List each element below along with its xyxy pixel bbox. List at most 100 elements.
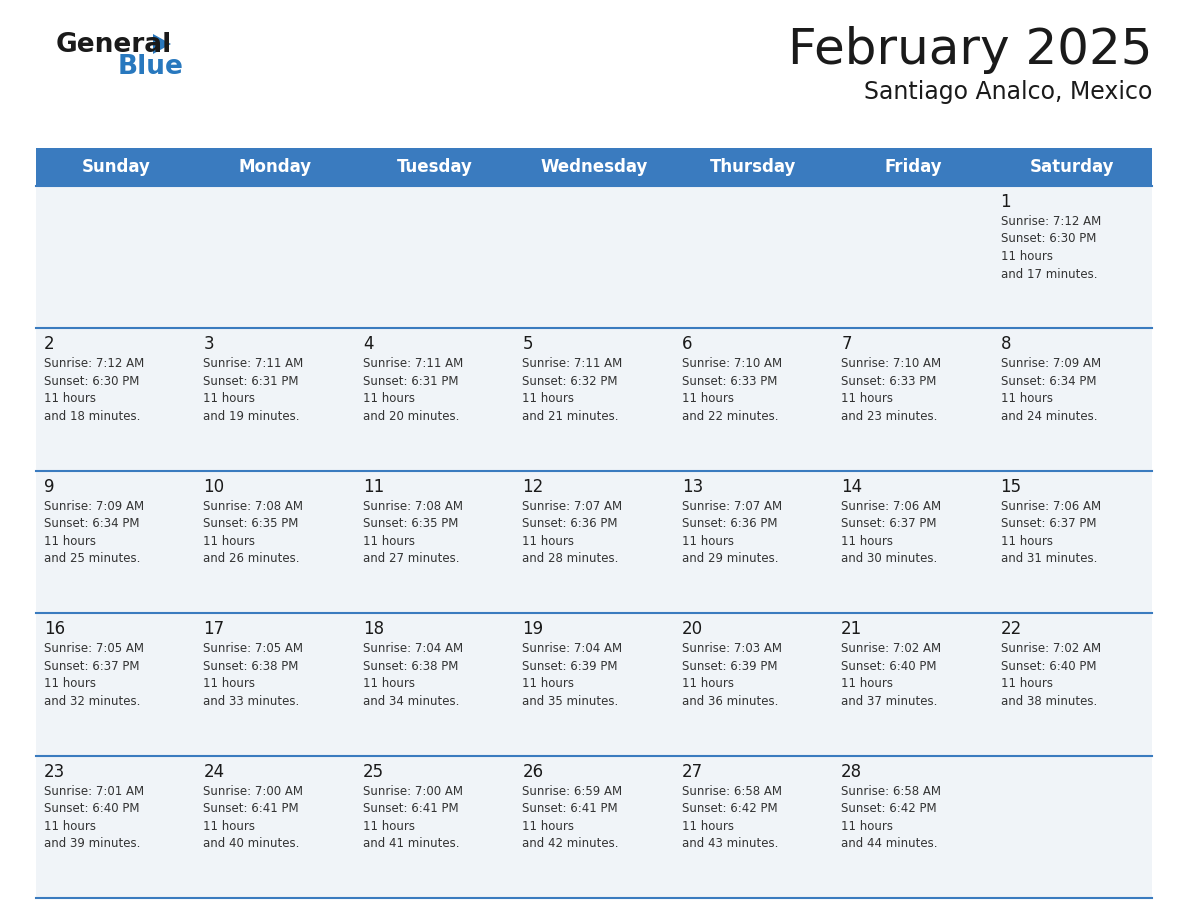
Text: Sunset: 6:38 PM: Sunset: 6:38 PM	[203, 660, 299, 673]
Text: 15: 15	[1000, 477, 1022, 496]
Text: 11 hours: 11 hours	[44, 535, 96, 548]
Text: Sunrise: 7:00 AM: Sunrise: 7:00 AM	[203, 785, 303, 798]
Text: and 25 minutes.: and 25 minutes.	[44, 553, 140, 565]
Text: and 43 minutes.: and 43 minutes.	[682, 837, 778, 850]
Text: Sunrise: 7:04 AM: Sunrise: 7:04 AM	[523, 643, 623, 655]
Text: and 34 minutes.: and 34 minutes.	[362, 695, 460, 708]
Text: 1: 1	[1000, 193, 1011, 211]
Text: 11 hours: 11 hours	[44, 392, 96, 406]
Text: 18: 18	[362, 621, 384, 638]
Text: 11 hours: 11 hours	[841, 392, 893, 406]
Text: 21: 21	[841, 621, 862, 638]
Text: Sunset: 6:32 PM: Sunset: 6:32 PM	[523, 375, 618, 388]
Text: 11 hours: 11 hours	[362, 820, 415, 833]
Text: Sunset: 6:37 PM: Sunset: 6:37 PM	[841, 518, 936, 531]
Text: Sunset: 6:41 PM: Sunset: 6:41 PM	[362, 802, 459, 815]
Text: 11 hours: 11 hours	[523, 535, 574, 548]
Text: and 26 minutes.: and 26 minutes.	[203, 553, 299, 565]
Text: Tuesday: Tuesday	[397, 158, 473, 176]
Text: 11 hours: 11 hours	[203, 392, 255, 406]
Text: Santiago Analco, Mexico: Santiago Analco, Mexico	[864, 80, 1152, 104]
Text: 9: 9	[44, 477, 55, 496]
Bar	[36, 329, 1152, 471]
Text: 11 hours: 11 hours	[523, 677, 574, 690]
Bar	[36, 613, 1152, 756]
Text: Sunset: 6:30 PM: Sunset: 6:30 PM	[44, 375, 139, 388]
Text: Sunrise: 7:08 AM: Sunrise: 7:08 AM	[362, 499, 463, 513]
Text: 16: 16	[44, 621, 65, 638]
Text: Sunrise: 7:01 AM: Sunrise: 7:01 AM	[44, 785, 144, 798]
Text: and 27 minutes.: and 27 minutes.	[362, 553, 460, 565]
Text: 11 hours: 11 hours	[203, 820, 255, 833]
Bar	[36, 186, 1152, 329]
Text: Sunset: 6:40 PM: Sunset: 6:40 PM	[1000, 660, 1097, 673]
Text: and 36 minutes.: and 36 minutes.	[682, 695, 778, 708]
Text: Sunset: 6:34 PM: Sunset: 6:34 PM	[44, 518, 139, 531]
Text: 11 hours: 11 hours	[682, 392, 734, 406]
Text: Sunrise: 6:59 AM: Sunrise: 6:59 AM	[523, 785, 623, 798]
Text: 11: 11	[362, 477, 384, 496]
Text: and 32 minutes.: and 32 minutes.	[44, 695, 140, 708]
Text: 11 hours: 11 hours	[523, 392, 574, 406]
Text: Sunset: 6:41 PM: Sunset: 6:41 PM	[523, 802, 618, 815]
Text: 5: 5	[523, 335, 532, 353]
Text: 8: 8	[1000, 335, 1011, 353]
Text: Sunset: 6:42 PM: Sunset: 6:42 PM	[841, 802, 937, 815]
Text: and 37 minutes.: and 37 minutes.	[841, 695, 937, 708]
Text: 11 hours: 11 hours	[1000, 677, 1053, 690]
Text: Sunset: 6:33 PM: Sunset: 6:33 PM	[682, 375, 777, 388]
Text: Sunset: 6:39 PM: Sunset: 6:39 PM	[523, 660, 618, 673]
Text: Sunrise: 7:10 AM: Sunrise: 7:10 AM	[841, 357, 941, 370]
Text: 11 hours: 11 hours	[203, 535, 255, 548]
Text: 20: 20	[682, 621, 703, 638]
Text: 2: 2	[44, 335, 55, 353]
Text: February 2025: February 2025	[788, 26, 1152, 74]
Text: 11 hours: 11 hours	[362, 392, 415, 406]
Text: 3: 3	[203, 335, 214, 353]
Text: Sunrise: 7:07 AM: Sunrise: 7:07 AM	[523, 499, 623, 513]
Text: Sunset: 6:40 PM: Sunset: 6:40 PM	[841, 660, 936, 673]
Text: Sunrise: 7:06 AM: Sunrise: 7:06 AM	[1000, 499, 1101, 513]
Text: 10: 10	[203, 477, 225, 496]
Text: 27: 27	[682, 763, 703, 780]
Text: 11 hours: 11 hours	[203, 677, 255, 690]
Text: Sunset: 6:37 PM: Sunset: 6:37 PM	[1000, 518, 1097, 531]
Text: Sunrise: 7:08 AM: Sunrise: 7:08 AM	[203, 499, 303, 513]
Text: 11 hours: 11 hours	[682, 677, 734, 690]
Text: 19: 19	[523, 621, 543, 638]
Text: Sunrise: 7:02 AM: Sunrise: 7:02 AM	[841, 643, 941, 655]
Text: 4: 4	[362, 335, 373, 353]
Text: 25: 25	[362, 763, 384, 780]
Text: 12: 12	[523, 477, 544, 496]
Text: and 44 minutes.: and 44 minutes.	[841, 837, 937, 850]
Text: Sunrise: 7:09 AM: Sunrise: 7:09 AM	[44, 499, 144, 513]
Text: and 40 minutes.: and 40 minutes.	[203, 837, 299, 850]
Text: 26: 26	[523, 763, 543, 780]
Text: Sunset: 6:34 PM: Sunset: 6:34 PM	[1000, 375, 1097, 388]
Text: 11 hours: 11 hours	[1000, 250, 1053, 263]
Text: Sunset: 6:30 PM: Sunset: 6:30 PM	[1000, 232, 1097, 245]
Text: 14: 14	[841, 477, 862, 496]
Bar	[36, 148, 1152, 186]
Text: and 33 minutes.: and 33 minutes.	[203, 695, 299, 708]
Text: Sunrise: 7:04 AM: Sunrise: 7:04 AM	[362, 643, 463, 655]
Text: and 29 minutes.: and 29 minutes.	[682, 553, 778, 565]
Text: 11 hours: 11 hours	[841, 820, 893, 833]
Text: Sunrise: 6:58 AM: Sunrise: 6:58 AM	[682, 785, 782, 798]
Text: Sunset: 6:35 PM: Sunset: 6:35 PM	[362, 518, 459, 531]
Text: Sunrise: 7:11 AM: Sunrise: 7:11 AM	[203, 357, 304, 370]
Text: Sunrise: 7:05 AM: Sunrise: 7:05 AM	[44, 643, 144, 655]
Text: 24: 24	[203, 763, 225, 780]
Text: Sunrise: 6:58 AM: Sunrise: 6:58 AM	[841, 785, 941, 798]
Text: 28: 28	[841, 763, 862, 780]
Text: 23: 23	[44, 763, 65, 780]
Text: Wednesday: Wednesday	[541, 158, 647, 176]
Text: and 30 minutes.: and 30 minutes.	[841, 553, 937, 565]
Text: and 19 minutes.: and 19 minutes.	[203, 410, 299, 423]
Text: Sunset: 6:36 PM: Sunset: 6:36 PM	[523, 518, 618, 531]
Text: 6: 6	[682, 335, 693, 353]
Text: Sunrise: 7:06 AM: Sunrise: 7:06 AM	[841, 499, 941, 513]
Text: 11 hours: 11 hours	[44, 820, 96, 833]
Text: 11 hours: 11 hours	[841, 677, 893, 690]
Text: 11 hours: 11 hours	[682, 535, 734, 548]
